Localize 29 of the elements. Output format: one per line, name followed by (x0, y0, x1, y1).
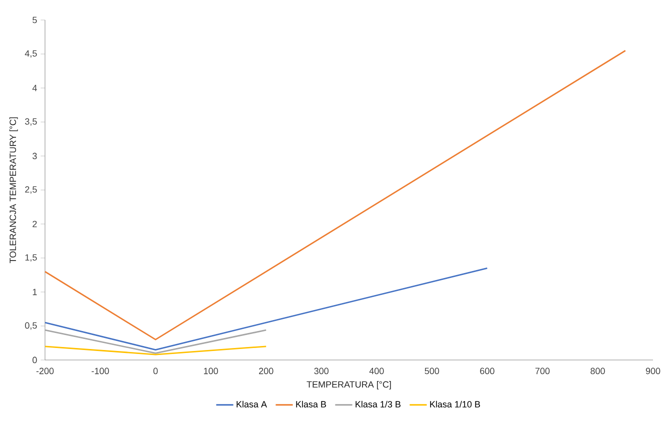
legend-label: Klasa A (236, 400, 267, 408)
y-tick-label: 2 (32, 220, 37, 228)
x-tick-label: 300 (314, 368, 329, 374)
y-tick-label: 5 (32, 16, 37, 24)
y-tick-label: 3,5 (25, 118, 37, 126)
y-tick-label: 1 (32, 288, 37, 296)
y-tick-label: 1,5 (25, 254, 37, 262)
x-tick-label: 500 (424, 368, 440, 374)
y-tick-label: 4,5 (24, 50, 37, 58)
x-tick-label: -100 (92, 368, 109, 374)
legend-label: Klasa 1/10 B (430, 400, 480, 408)
x-tick-label: 0 (153, 368, 158, 374)
x-tick-label: -200 (36, 368, 54, 374)
x-tick-label: 600 (480, 368, 494, 374)
x-tick-label: 100 (204, 368, 218, 374)
legend-label: Klasa 1/3 B (356, 400, 401, 408)
y-tick-label: 3 (32, 152, 37, 160)
y-tick-label: 0 (32, 356, 37, 364)
y-tick-label: 4 (32, 84, 37, 92)
x-tick-label: 700 (535, 368, 550, 374)
y-axis-title: TOLERANCJA TEMPERATURY [°C] (9, 117, 18, 264)
x-tick-label: 200 (259, 368, 274, 374)
y-tick-label: 0,5 (25, 322, 37, 330)
x-tick-label: 800 (590, 368, 605, 374)
x-axis-title: TEMPERATURA [°C] (306, 381, 391, 390)
y-tick-label: 2,5 (25, 186, 37, 194)
x-tick-label: 400 (369, 368, 384, 374)
x-tick-label: 900 (646, 368, 660, 374)
legend-label: Klasa B (296, 400, 326, 408)
